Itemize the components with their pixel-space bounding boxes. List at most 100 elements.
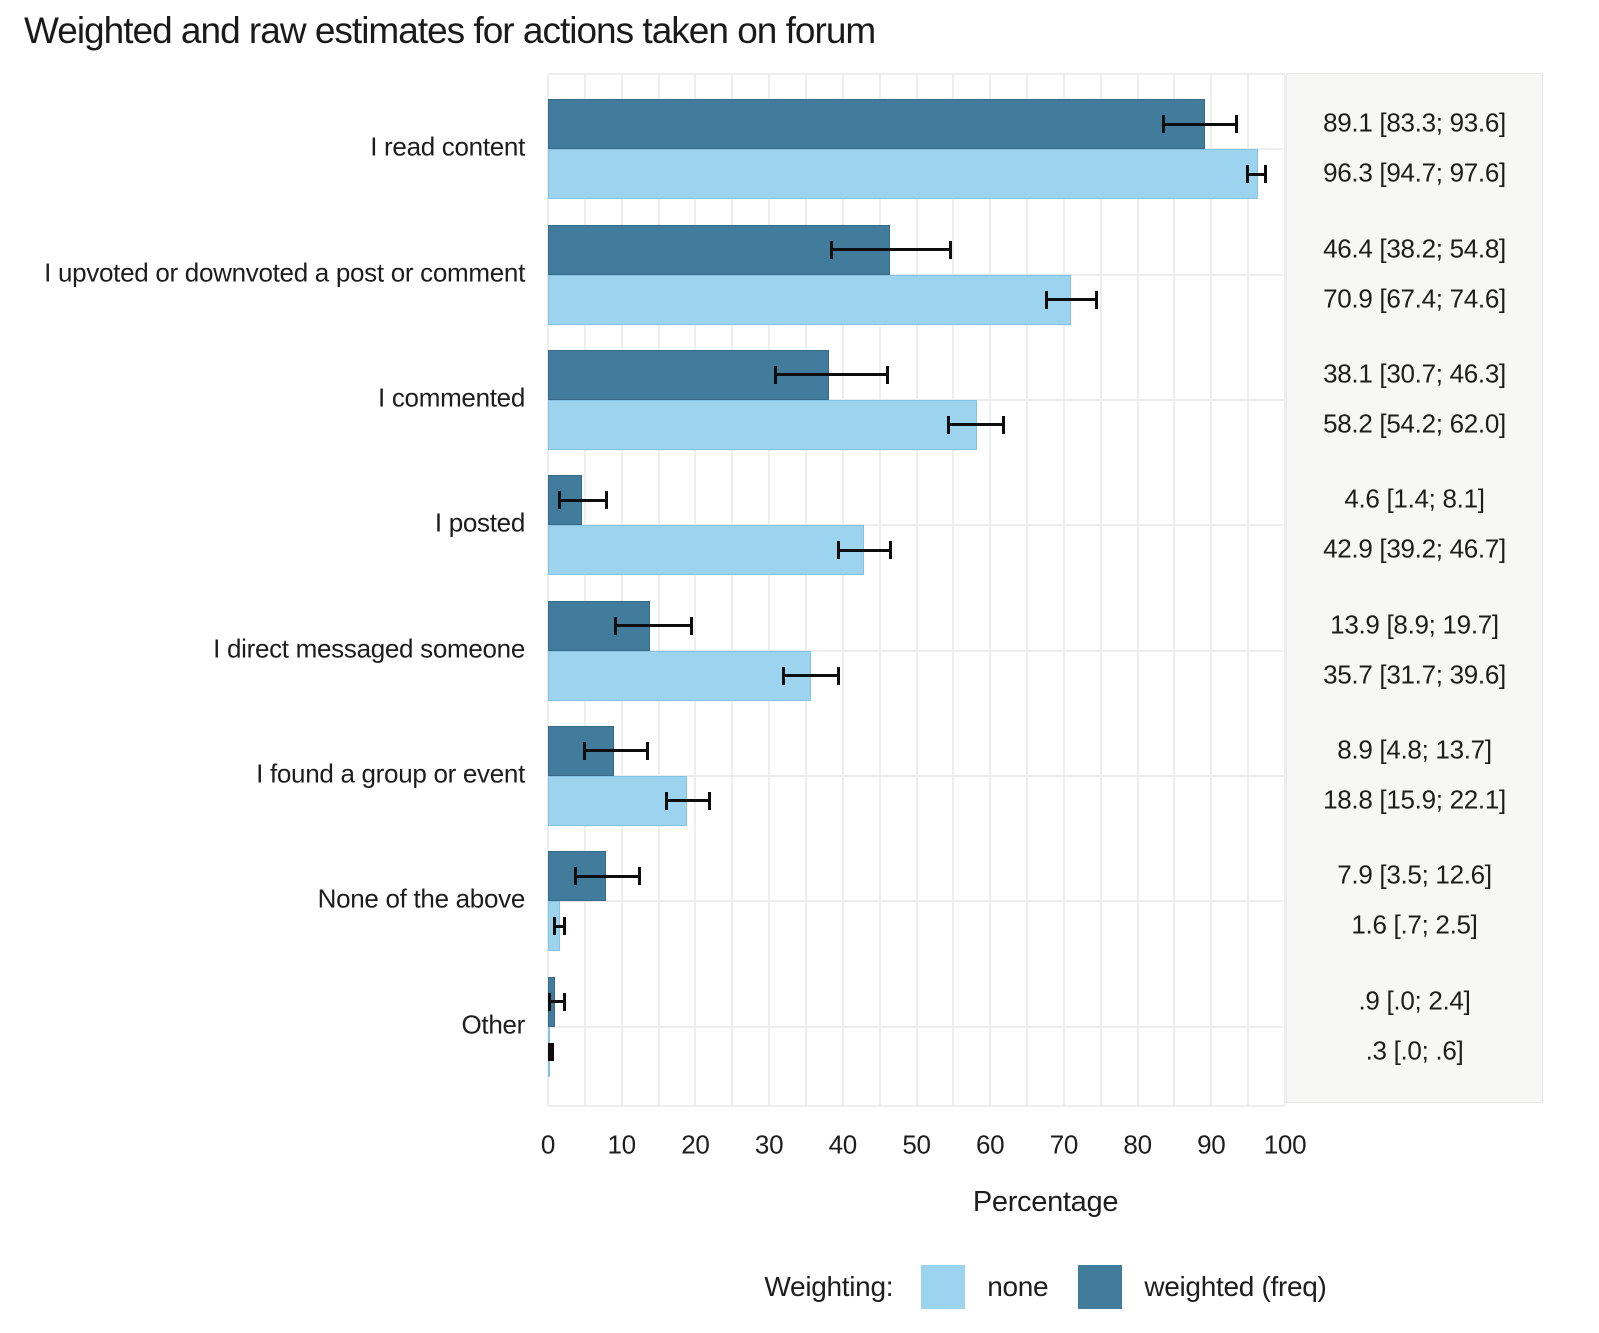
bar-none	[548, 399, 977, 450]
error-bar-none	[665, 791, 711, 810]
bar-none	[548, 775, 687, 826]
error-bar-line	[832, 248, 949, 252]
bar-none	[548, 274, 1071, 325]
category-label: I direct messaged someone	[213, 633, 525, 664]
legend: Weighting: none weighted (freq)	[548, 1260, 1543, 1314]
grid-line-vertical	[694, 75, 697, 1105]
legend-swatch-none	[921, 1265, 966, 1309]
error-bar-weighted	[1161, 115, 1238, 134]
grid-line-vertical	[583, 75, 586, 1105]
error-bar-line	[839, 548, 890, 552]
category-label: I upvoted or downvoted a post or comment	[44, 257, 525, 288]
annotation-weighted: 89.1 [83.3; 93.6]	[1323, 107, 1506, 138]
x-tick-label: 40	[828, 1129, 858, 1160]
category-label: Other	[461, 1009, 525, 1040]
grid-line-category	[548, 1025, 1285, 1028]
x-tick-label: 80	[1123, 1129, 1152, 1160]
grid-line-vertical	[1026, 75, 1029, 1105]
grid-line-vertical	[989, 75, 992, 1105]
annotation-none: 42.9 [39.2; 46.7]	[1323, 533, 1506, 564]
grid-line-vertical	[1173, 75, 1176, 1105]
chart-title: Weighted and raw estimates for actions t…	[24, 10, 876, 51]
grid-line-vertical	[1247, 75, 1250, 1105]
error-bar-none	[947, 415, 1005, 434]
error-bar-weighted	[774, 365, 890, 384]
grid-line-vertical	[1136, 75, 1139, 1105]
annotation-weighted: 13.9 [8.9; 19.7]	[1330, 609, 1499, 640]
grid-line-vertical	[1210, 75, 1213, 1105]
category-label: I found a group or event	[256, 758, 525, 789]
x-tick-label: 70	[1049, 1129, 1079, 1160]
error-bar-line	[777, 373, 887, 377]
annotation-weighted: .9 [.0; 2.4]	[1358, 985, 1471, 1016]
error-bar-line	[561, 498, 605, 502]
grid-line-vertical	[804, 75, 807, 1105]
grid-line-category	[548, 900, 1285, 903]
error-bar-line	[1164, 122, 1235, 126]
error-bar-none	[781, 666, 840, 685]
grid-line-vertical	[1062, 75, 1065, 1105]
grid-line-vertical	[620, 75, 623, 1105]
annotation-weighted: 46.4 [38.2; 54.8]	[1323, 233, 1506, 264]
error-bar-line	[1047, 298, 1095, 302]
annotation-weighted: 4.6 [1.4; 8.1]	[1344, 483, 1485, 514]
error-bar-line	[556, 924, 564, 928]
x-tick-label: 100	[1263, 1129, 1307, 1160]
grid-line-category	[548, 649, 1285, 652]
error-bar-weighted	[829, 240, 952, 259]
x-tick-label: 0	[540, 1129, 556, 1160]
error-bar-line	[586, 749, 646, 753]
annotation-none: 18.8 [15.9; 22.1]	[1323, 784, 1506, 815]
grid-line-vertical	[952, 75, 955, 1105]
error-bar-line	[1248, 172, 1265, 176]
annotation-none: 35.7 [31.7; 39.6]	[1323, 659, 1506, 690]
error-bar-none	[1044, 290, 1098, 309]
error-bar-none	[553, 917, 567, 936]
category-label: I posted	[434, 507, 525, 538]
error-bar-line	[576, 874, 638, 878]
plot-area	[547, 73, 1286, 1107]
annotation-weighted: 38.1 [30.7; 46.3]	[1323, 358, 1506, 389]
annotation-none: .3 [.0; .6]	[1365, 1035, 1464, 1066]
x-tick-label: 90	[1197, 1129, 1226, 1160]
error-bar-none	[548, 1042, 554, 1061]
grid-line-vertical	[878, 75, 881, 1105]
x-tick-label: 50	[902, 1129, 931, 1160]
bar-weighted	[548, 99, 1205, 150]
category-label: None of the above	[317, 883, 526, 914]
x-tick-label: 10	[607, 1129, 637, 1160]
grid-line-vertical	[657, 75, 660, 1105]
annotation-none: 58.2 [54.2; 62.0]	[1323, 408, 1506, 439]
x-tick-label: 60	[976, 1129, 1005, 1160]
error-bar-line	[668, 799, 708, 803]
legend-label-none: none	[987, 1271, 1049, 1302]
error-bar-weighted	[548, 992, 566, 1011]
annotation-none: 70.9 [67.4; 74.6]	[1323, 283, 1506, 314]
error-bar-weighted	[583, 741, 649, 760]
bar-none	[548, 650, 812, 701]
bar-none	[548, 149, 1258, 200]
grid-line-category	[548, 774, 1285, 777]
grid-line-vertical	[1099, 75, 1102, 1105]
grid-line-vertical	[768, 75, 771, 1105]
grid-line-vertical	[915, 75, 918, 1105]
category-label: I commented	[378, 382, 525, 413]
annotation-weighted: 7.9 [3.5; 12.6]	[1337, 859, 1492, 890]
annotation-panel: 89.1 [83.3; 93.6] 96.3 [94.7; 97.6] 46.4 […	[1286, 73, 1543, 1103]
x-axis-ticks: 0 10 20 30 40 50 60 70 80 90 100	[541, 1103, 1307, 1173]
legend-label-weighted: weighted (freq)	[1144, 1271, 1327, 1302]
bar-none	[548, 525, 865, 576]
grid-line-vertical	[841, 75, 844, 1105]
error-bar-line	[551, 1000, 563, 1004]
error-bar-line	[616, 624, 691, 628]
category-label: I read content	[370, 131, 525, 162]
grid-line-vertical	[1284, 75, 1286, 1105]
legend-swatch-weighted	[1078, 1265, 1123, 1309]
grid-line-vertical	[731, 75, 734, 1105]
grid-line-vertical	[547, 75, 549, 1105]
error-bar-weighted	[613, 616, 694, 635]
annotation-none: 96.3 [94.7; 97.6]	[1323, 157, 1506, 188]
error-bar-none	[1245, 165, 1268, 184]
error-bar-none	[836, 541, 893, 560]
